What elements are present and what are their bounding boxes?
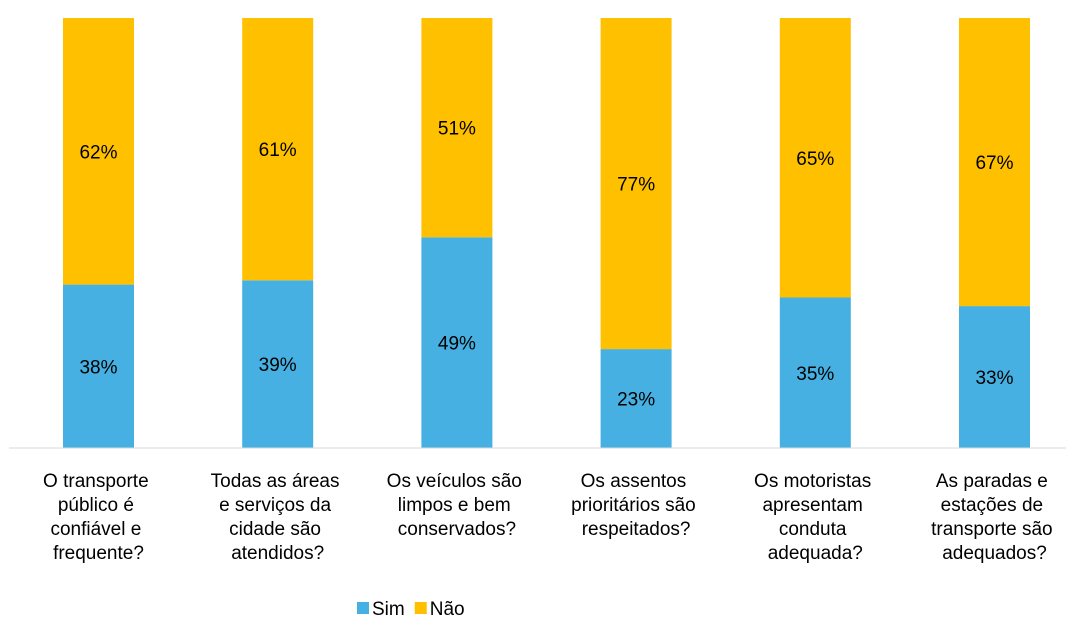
- label-line: conduta: [779, 519, 852, 540]
- x-tick-label: Todas as áreas e serviços da cidade são …: [211, 471, 345, 564]
- label-line: atendidos?: [231, 543, 324, 564]
- x-tick-label: Os assentos prioritários são respeitados…: [571, 471, 701, 540]
- bar-segment: [959, 18, 1030, 307]
- label-line: transporte são: [931, 519, 1058, 540]
- label-line: público é: [58, 495, 139, 516]
- bar-segment: [779, 297, 851, 448]
- data-label: 35%: [796, 364, 834, 385]
- label-line: apresentam: [762, 495, 868, 516]
- data-label: 61%: [259, 140, 297, 161]
- bar-segment: [242, 18, 314, 281]
- label-line: respeitados?: [582, 519, 691, 540]
- data-label: 39%: [259, 355, 297, 376]
- bar-segment: [600, 349, 672, 448]
- data-label: 67%: [975, 153, 1013, 174]
- x-tick-label: As paradas e estações de transporte são …: [931, 471, 1058, 564]
- label-line: adequada?: [768, 543, 863, 564]
- data-label: 51%: [438, 119, 476, 140]
- x-tick-label: Os veículos são limpos e bem conservados…: [387, 471, 527, 540]
- data-label: 33%: [975, 368, 1013, 389]
- x-tick-label: Os motoristas apresentam conduta adequad…: [754, 471, 876, 564]
- bar-segment: [421, 18, 493, 238]
- label-line: Os veículos são: [387, 471, 527, 492]
- label-line: cidade são: [229, 519, 326, 540]
- data-label: 62%: [79, 142, 117, 163]
- bar-segment: [959, 306, 1030, 448]
- label-line: adequados?: [942, 543, 1047, 564]
- x-tick-label: O transporte público é confiável e frequ…: [43, 471, 154, 564]
- label-line: O transporte: [43, 471, 154, 492]
- label-line: Os motoristas: [754, 471, 876, 492]
- bar-segment: [779, 18, 851, 298]
- label-line: estações de: [941, 495, 1049, 516]
- data-label: 77%: [617, 175, 655, 196]
- legend-label: Sim: [372, 599, 405, 620]
- label-line: Todas as áreas: [211, 471, 345, 492]
- label-line: prioritários são: [571, 495, 701, 516]
- bar-segment: [421, 237, 493, 448]
- label-line: confiável e: [50, 519, 146, 540]
- legend-swatch: [414, 602, 427, 614]
- label-line: conservados?: [398, 519, 516, 540]
- legend-swatch: [357, 602, 369, 614]
- bar-segment: [242, 280, 314, 448]
- label-line: Os assentos: [581, 471, 692, 492]
- data-label: 23%: [617, 390, 655, 411]
- label-line: e serviços da: [219, 495, 336, 516]
- data-label: 38%: [79, 357, 117, 378]
- data-label: 49%: [438, 334, 476, 355]
- label-line: frequente?: [53, 543, 144, 564]
- data-label: 65%: [796, 149, 834, 170]
- bar-segment: [63, 284, 134, 448]
- bar-segment: [63, 18, 134, 285]
- label-line: As paradas e: [936, 471, 1053, 492]
- legend-label: Não: [430, 599, 465, 620]
- bar-segment: [600, 18, 672, 350]
- label-line: limpos e bem: [398, 495, 516, 516]
